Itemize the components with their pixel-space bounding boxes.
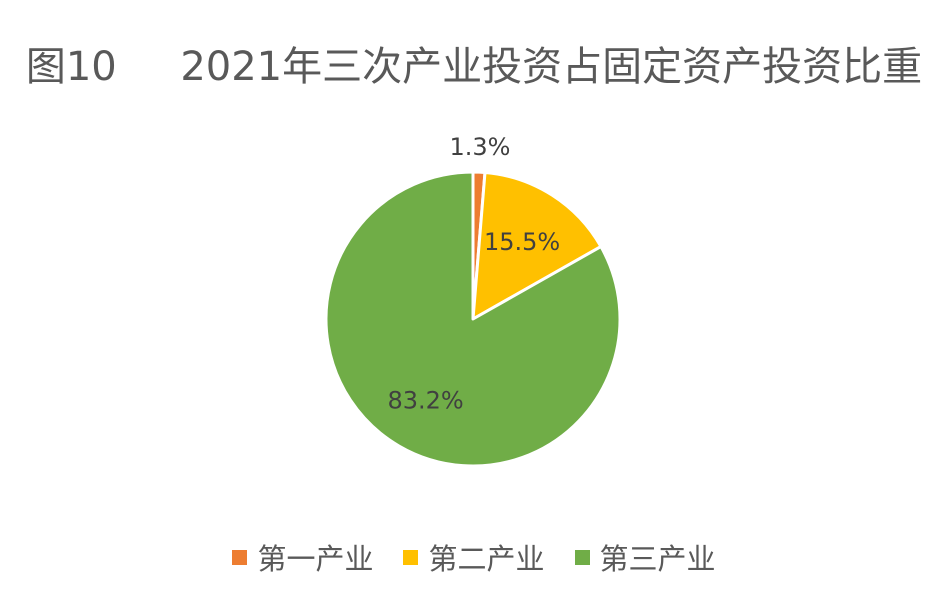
pie-slice-tertiary xyxy=(324,170,622,468)
legend-item-secondary: 第二产业 xyxy=(403,536,545,578)
legend-item-tertiary: 第三产业 xyxy=(574,536,716,578)
legend-label-primary: 第一产业 xyxy=(257,542,374,576)
legend-label-secondary: 第二产业 xyxy=(428,542,545,576)
chart-title: 图10 2021年三次产业投资占固定资产投资比重 xyxy=(25,44,923,90)
slice-label-secondary: 15.5% xyxy=(484,228,560,256)
legend-swatch-secondary xyxy=(403,549,419,565)
legend-swatch-primary xyxy=(232,549,248,565)
legend-swatch-tertiary xyxy=(574,549,590,565)
slice-label-tertiary: 83.2% xyxy=(387,386,463,414)
legend: 第一产业 第二产业 第三产业 xyxy=(0,536,948,578)
legend-item-primary: 第一产业 xyxy=(232,536,373,578)
legend-label-tertiary: 第三产业 xyxy=(599,542,716,576)
pie-slice-secondary xyxy=(471,170,603,321)
slice-label-primary: 1.3% xyxy=(450,133,511,161)
